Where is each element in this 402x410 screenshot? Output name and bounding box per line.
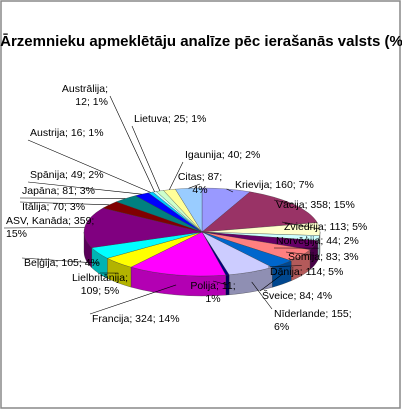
slice bbox=[83, 207, 203, 248]
leader-line bbox=[27, 139, 151, 193]
leader-line bbox=[109, 95, 155, 192]
leader-line bbox=[267, 265, 302, 268]
leader-line bbox=[131, 125, 161, 192]
leader-line bbox=[188, 183, 201, 189]
leader-line bbox=[27, 181, 142, 195]
data-label: Šveice; 84; 4% bbox=[262, 289, 332, 302]
data-label: Dānija; 114; 5% bbox=[270, 266, 343, 278]
data-label: Austrija; 16; 1% bbox=[30, 127, 104, 139]
leader-line bbox=[285, 251, 315, 256]
data-label: Nīderlande; 155; 6% bbox=[274, 308, 352, 333]
leader-line bbox=[273, 199, 294, 205]
leader-line bbox=[281, 221, 320, 230]
leader-line bbox=[19, 201, 110, 206]
data-label: ASV, Kanāda; 359; 15% bbox=[6, 215, 94, 240]
data-label: Austrālija; 12; 1% bbox=[62, 83, 108, 108]
data-label: Lietuva; 25; 1% bbox=[134, 113, 206, 125]
leader-line bbox=[259, 274, 283, 292]
data-label: Norvēģija; 44; 2% bbox=[276, 234, 359, 247]
data-label: Francija; 324; 14% bbox=[92, 313, 180, 325]
leader-line bbox=[169, 161, 184, 190]
data-label: Spānija; 49; 2% bbox=[30, 169, 104, 181]
data-label: Zviedrija; 113; 5% bbox=[284, 221, 367, 233]
data-label: Igaunija; 40; 2% bbox=[185, 149, 260, 161]
chart-title: Ārzemnieku apmeklētāju analīze pēc ieraš… bbox=[0, 33, 402, 50]
leader-line bbox=[226, 188, 234, 193]
data-label: Citas; 87; 4% bbox=[178, 171, 222, 196]
data-label: Vācija; 358; 15% bbox=[276, 199, 355, 211]
leader-line bbox=[251, 281, 273, 310]
data-label: Itālija; 70; 3% bbox=[22, 201, 85, 213]
data-label: Beļģija; 105; 4% bbox=[24, 256, 100, 269]
data-label: Polija; 11; 1% bbox=[190, 280, 235, 305]
leader-line bbox=[212, 280, 228, 286]
leader-line bbox=[3, 227, 85, 229]
slice bbox=[130, 231, 227, 277]
leader-line bbox=[19, 197, 126, 199]
leader-line bbox=[89, 284, 177, 315]
data-label: Lielbritānija; 109; 5% bbox=[72, 272, 128, 297]
data-label: Japāna; 81; 3% bbox=[22, 185, 95, 197]
leader-line bbox=[21, 257, 99, 264]
data-label: Somija; 83; 3% bbox=[288, 251, 359, 263]
data-label: Krievija; 160; 7% bbox=[235, 179, 314, 191]
